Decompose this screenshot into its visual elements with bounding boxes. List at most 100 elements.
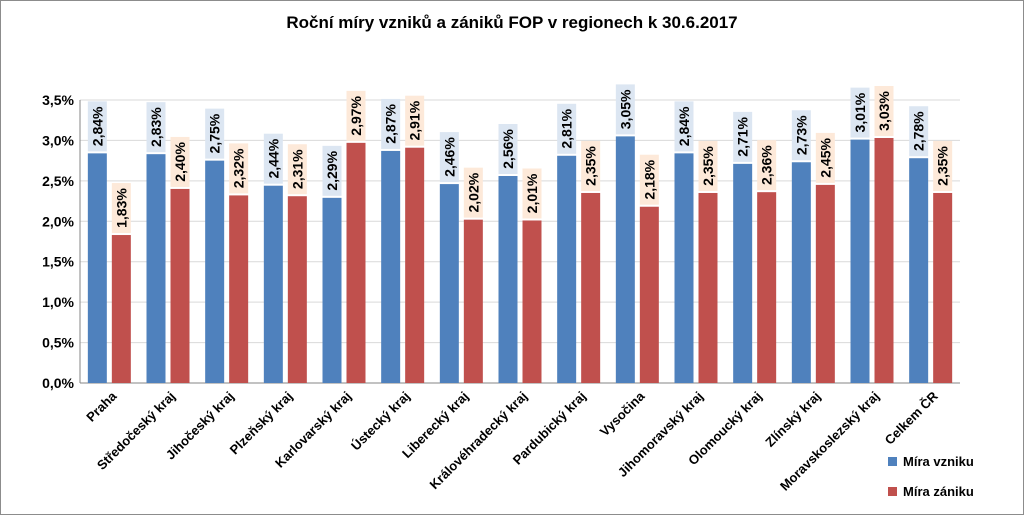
y-tick-label: 3,0% (42, 132, 74, 148)
bar (757, 192, 777, 383)
data-label-group: 2,31% (287, 144, 307, 195)
bar (263, 185, 283, 383)
data-label-bg (581, 140, 601, 191)
data-label-bg (263, 133, 283, 184)
bar (463, 219, 483, 383)
data-label-group: 2,84% (87, 101, 107, 152)
data-label: 2,35% (935, 146, 951, 186)
data-label-bg (557, 103, 577, 154)
bar (229, 195, 249, 383)
x-tick-label: Praha (83, 388, 120, 425)
legend: Míra vzniku Míra zániku (888, 454, 974, 499)
data-label-bg (205, 108, 225, 159)
data-label-group: 2,02% (463, 167, 483, 218)
data-label: 2,73% (793, 115, 809, 155)
data-label-bg (229, 143, 249, 194)
bar (111, 235, 131, 383)
bar (287, 196, 307, 383)
data-label-bg (850, 87, 870, 138)
data-label-group: 2,56% (498, 124, 518, 175)
bar (381, 150, 401, 383)
data-label-group: 2,71% (733, 111, 753, 162)
data-label-group: 2,36% (757, 140, 777, 191)
data-label-bg (757, 140, 777, 191)
data-label: 1,83% (113, 188, 129, 228)
data-label: 2,31% (289, 149, 305, 189)
data-label-group: 2,44% (263, 133, 283, 184)
data-label: 3,01% (852, 92, 868, 132)
x-tick-label: Ústecký kraj (348, 389, 413, 454)
data-label-bg (439, 132, 459, 183)
data-label-group: 2,40% (170, 136, 190, 187)
data-label: 2,87% (383, 104, 399, 144)
data-label: 2,75% (207, 113, 223, 153)
bar (733, 163, 753, 383)
data-label-bg (674, 101, 694, 152)
bar (557, 155, 577, 383)
data-label-group: 2,01% (522, 168, 542, 219)
data-label-group: 2,18% (639, 154, 659, 205)
data-label: 2,46% (441, 137, 457, 177)
data-label-bg (87, 101, 107, 152)
data-label: 2,71% (735, 116, 751, 156)
data-label: 3,03% (876, 91, 892, 131)
gridlines (80, 99, 960, 384)
data-label: 2,97% (348, 95, 364, 135)
data-label: 2,81% (559, 108, 575, 148)
data-labels: 2,84% 1,83% 2,83% 2,40% 2,75% 2,32% 2,44% 2,31%… (87, 84, 953, 234)
data-label-group: 2,45% (815, 132, 835, 183)
bar (522, 220, 542, 383)
bar (850, 139, 870, 383)
data-label-group: 2,83% (146, 102, 166, 153)
data-label: 2,40% (172, 142, 188, 182)
data-label: 2,78% (911, 111, 927, 151)
bars (87, 136, 953, 383)
y-tick-label: 2,5% (42, 173, 74, 189)
data-label-bg (322, 145, 342, 196)
data-label-group: 2,91% (405, 95, 425, 146)
y-tick-label: 0,0% (42, 375, 74, 391)
bar (405, 147, 425, 383)
data-label-bg (287, 144, 307, 195)
data-label-group: 2,84% (674, 101, 694, 152)
data-label-group: 2,87% (381, 98, 401, 149)
bar (933, 192, 953, 383)
data-label-bg (146, 102, 166, 153)
x-tick-label: Zlínský kraj (762, 389, 823, 450)
data-label-bg (615, 84, 635, 135)
data-label: 2,01% (524, 173, 540, 213)
bar (615, 136, 635, 383)
y-axis: 0,0% 0,5% 1,0% 1,5% 2,0% 2,5% 3,0% 3,5% (42, 92, 81, 391)
x-tick-label: Vysočina (597, 388, 648, 439)
bar (346, 142, 366, 383)
data-label-group: 2,32% (229, 143, 249, 194)
data-label-bg (933, 140, 953, 191)
data-label-group: 2,35% (933, 140, 953, 191)
data-label: 2,44% (265, 138, 281, 178)
bar (439, 184, 459, 383)
data-label: 2,29% (324, 150, 340, 190)
data-label-bg (170, 136, 190, 187)
data-label-group: 3,01% (850, 87, 870, 138)
data-label-group: 2,81% (557, 103, 577, 154)
data-label-bg (381, 98, 401, 149)
data-label-bg (639, 154, 659, 205)
y-tick-label: 0,5% (42, 335, 74, 351)
y-tick-label: 2,0% (42, 213, 74, 229)
data-label: 2,84% (676, 106, 692, 146)
data-label: 2,36% (759, 145, 775, 185)
data-label-bg (463, 167, 483, 218)
data-label-group: 2,97% (346, 90, 366, 141)
bar (581, 192, 601, 383)
data-label: 2,91% (407, 100, 423, 140)
data-label-bg (522, 168, 542, 219)
bar (674, 153, 694, 383)
data-label: 2,45% (817, 138, 833, 178)
y-tick-label: 1,5% (42, 254, 74, 270)
data-label: 2,56% (500, 129, 516, 169)
data-label: 2,02% (465, 172, 481, 212)
bar (791, 162, 811, 383)
data-label-bg (405, 95, 425, 146)
data-label-bg (111, 183, 131, 234)
